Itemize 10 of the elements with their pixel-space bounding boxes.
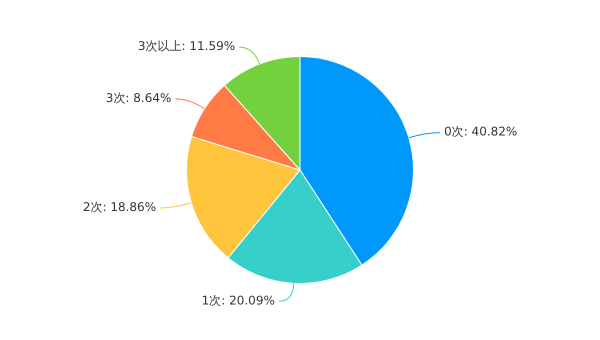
data-label: : 18.86% bbox=[102, 200, 156, 214]
slice-label: 0次 bbox=[444, 124, 464, 139]
data-label: : 40.82% bbox=[464, 124, 518, 139]
slice-label: 3次以上 bbox=[138, 39, 182, 54]
data-label: : 8.64% bbox=[125, 91, 172, 106]
data-label: : 11.59% bbox=[182, 39, 236, 54]
slice-label: 2次 bbox=[82, 200, 102, 214]
slice-label: 3次 bbox=[106, 91, 126, 106]
data-label: : 20.09% bbox=[221, 293, 275, 308]
slice-label: 1次 bbox=[202, 293, 222, 308]
